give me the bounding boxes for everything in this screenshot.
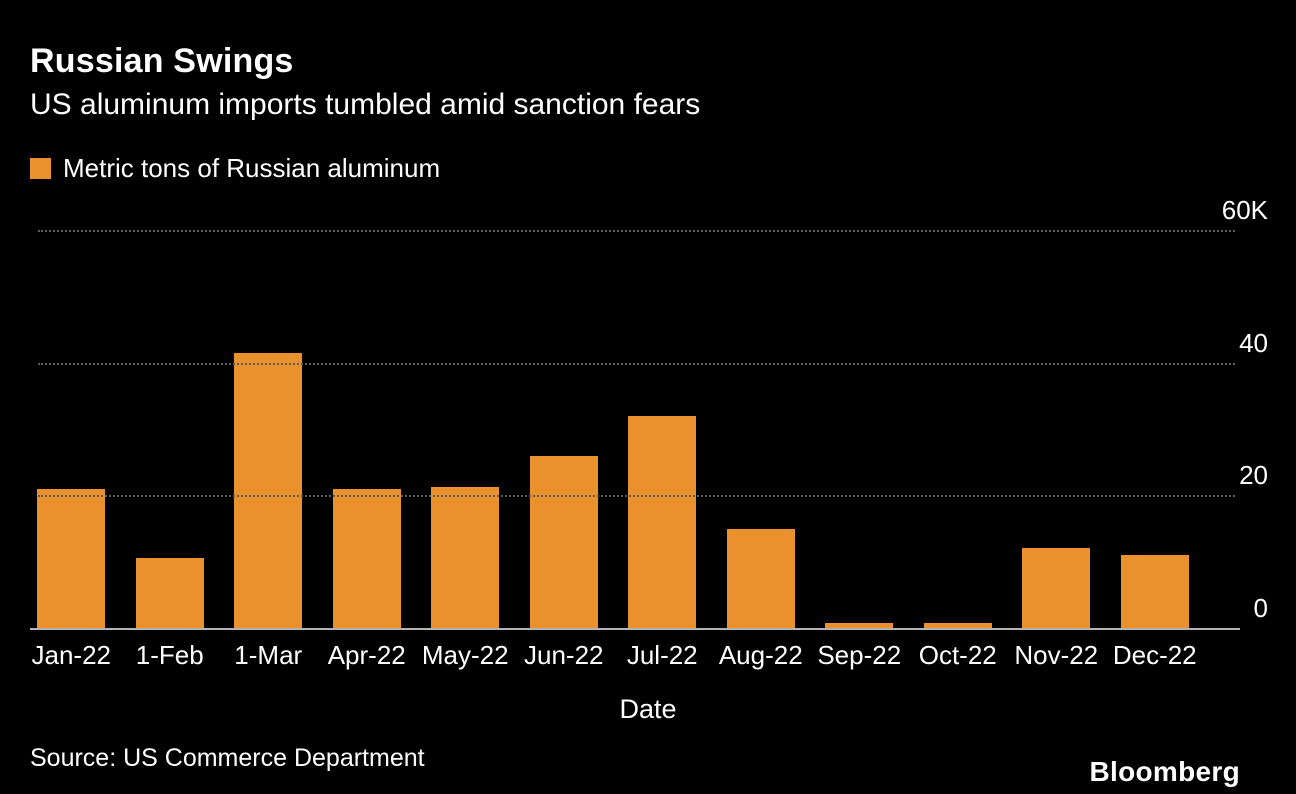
- x-tick-label: Dec-22: [1112, 640, 1197, 670]
- bar-column: [416, 230, 515, 628]
- gridline: [38, 230, 1235, 232]
- bar-Jul-22: [628, 415, 697, 628]
- x-tick-label: Apr-22: [327, 640, 406, 670]
- x-tick-label: Jan-22: [31, 640, 112, 670]
- x-tick-label: Nov-22: [1014, 640, 1099, 670]
- x-tick-labels: Jan-22 1-Feb 1-Mar Apr-22 May-22 Jun-22 Jul-22…: [22, 640, 1204, 671]
- y-tick-label: 60K: [1221, 195, 1268, 225]
- bar-Apr-22: [332, 488, 401, 628]
- plot-area: 60K 40 20 0: [30, 195, 1268, 630]
- bar-Sep-22: [825, 623, 894, 628]
- bar-Dec-22: [1120, 555, 1189, 628]
- x-axis-baseline: [30, 628, 1240, 630]
- x-tick-label: 1-Mar: [234, 640, 303, 670]
- x-tick-label: Aug-22: [718, 640, 803, 670]
- bar-Aug-22: [726, 528, 795, 628]
- bar-column: [613, 230, 712, 628]
- legend-label: Metric tons of Russian aluminum: [63, 153, 441, 183]
- bar-column: [1106, 230, 1205, 628]
- bar-May-22: [431, 486, 500, 628]
- chart-subtitle: US aluminum imports tumbled amid sanctio…: [30, 88, 701, 121]
- bar-column: [318, 230, 417, 628]
- bar-column: [712, 230, 811, 628]
- x-tick-label: Oct-22: [918, 640, 997, 670]
- bar-Oct-22: [923, 623, 992, 628]
- legend-swatch-icon: [30, 158, 51, 179]
- source-note: Source: US Commerce Department: [30, 744, 425, 772]
- bar-1-Mar: [234, 352, 303, 628]
- chart-title: Russian Swings: [30, 42, 294, 80]
- x-tick-label: 1-Feb: [135, 640, 204, 670]
- bar-Nov-22: [1022, 548, 1091, 628]
- y-tick-label: 20: [1239, 460, 1268, 491]
- bar-column: [810, 230, 909, 628]
- legend: Metric tons of Russian aluminum: [30, 153, 440, 184]
- gridline: [38, 495, 1235, 498]
- bar-column: [1007, 230, 1106, 628]
- gridline: [38, 362, 1235, 365]
- bar-column: [121, 230, 220, 628]
- x-tick-label: Sep-22: [817, 640, 902, 670]
- y-tick-label: 40: [1239, 327, 1268, 358]
- y-tick-label: 0: [1253, 593, 1268, 623]
- bloomberg-logo: Bloomberg: [1089, 756, 1240, 787]
- x-tick-label: Jul-22: [626, 640, 698, 670]
- bar-Jan-22: [37, 488, 106, 628]
- bar-column: [515, 230, 614, 628]
- bar-column: [909, 230, 1008, 628]
- bar-column: [22, 230, 121, 628]
- x-axis-title: Date: [619, 694, 677, 724]
- bar-column: [219, 230, 318, 628]
- x-tick-label: Jun-22: [524, 640, 604, 670]
- x-tick-label: May-22: [421, 640, 509, 670]
- bar-Jun-22: [529, 455, 598, 628]
- bars: [22, 230, 1204, 628]
- bar-1-Feb: [135, 558, 204, 628]
